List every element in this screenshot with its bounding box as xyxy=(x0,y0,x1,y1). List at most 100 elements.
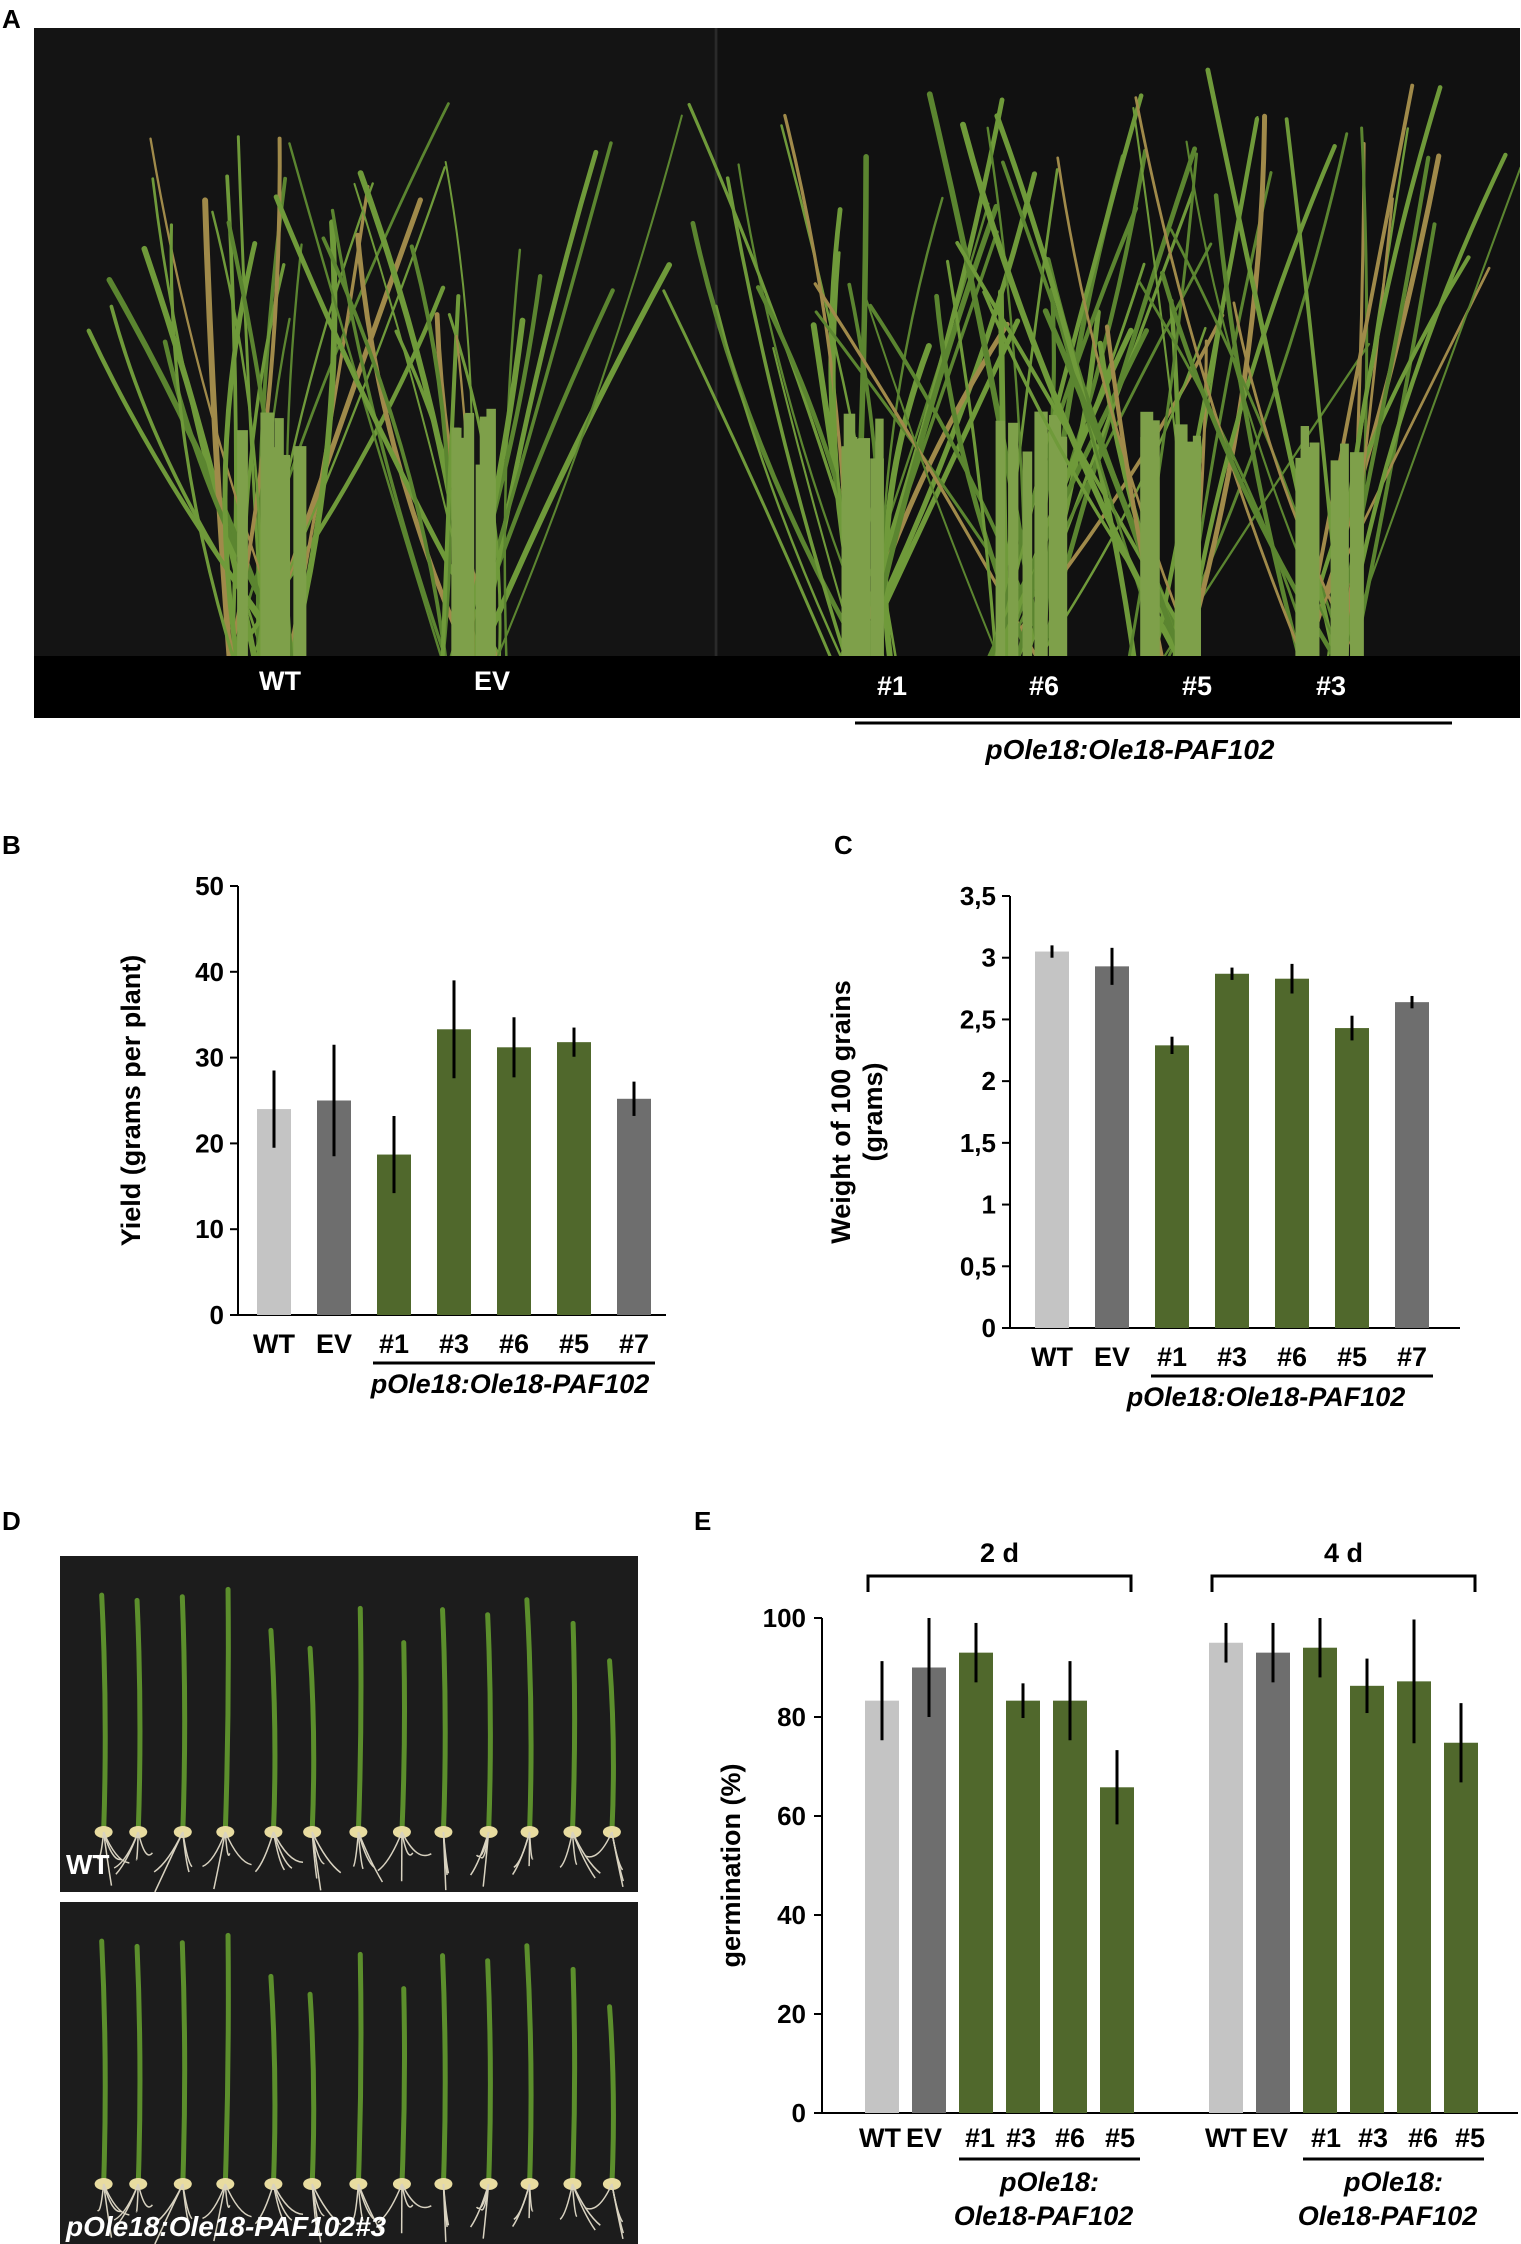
bar-2d-line1 xyxy=(959,1652,993,2113)
x-tick-label: #6 xyxy=(1055,2123,1085,2153)
photo-left-backdrop xyxy=(34,28,714,656)
y-tick-label: 0 xyxy=(792,2098,806,2128)
x-tick-label: EV xyxy=(1252,2123,1288,2153)
seedling-root xyxy=(584,1831,613,1858)
x-tick-label: EV xyxy=(1094,1342,1130,1372)
construct-label-line2: Ole18-PAF102 xyxy=(954,2201,1134,2231)
seedling-shoot xyxy=(524,1943,534,2187)
seedlings-transgenic xyxy=(94,1932,625,2244)
panel-letter-d: D xyxy=(2,1506,21,1536)
construct-label-line1: pOle18: xyxy=(1343,2167,1443,2197)
stem xyxy=(853,438,863,689)
seedling-root xyxy=(182,2183,193,2220)
leaf-blade xyxy=(1134,96,1304,658)
leaf-blade xyxy=(330,208,447,658)
seedling-shoot xyxy=(99,1938,108,2187)
seedling-root xyxy=(102,2183,113,2238)
x-tick-label: WT xyxy=(1205,2123,1247,2153)
seedling-shoot xyxy=(440,1953,448,2187)
seedling-root xyxy=(482,2183,490,2239)
seedling-shoot xyxy=(524,1597,534,1835)
leaf-blade xyxy=(1213,193,1302,659)
stem xyxy=(463,414,475,665)
seedling-root xyxy=(401,1831,432,1857)
bar-line5 xyxy=(1335,1028,1369,1328)
stem xyxy=(1022,451,1033,702)
panel-letter-a: A xyxy=(2,4,21,34)
x-tick-label: #3 xyxy=(1358,2123,1388,2153)
x-tick-label: EV xyxy=(316,1329,352,1359)
seedling-shoot xyxy=(134,1943,143,2187)
bar-4d-line3 xyxy=(1350,1685,1384,2113)
seedling-root xyxy=(401,1831,414,1856)
seedlings-wt xyxy=(94,1586,625,1892)
leaf-blade xyxy=(945,259,998,658)
seedling-root xyxy=(377,2183,403,2224)
panel-letter-b: B xyxy=(2,830,21,860)
seedling-root xyxy=(254,1831,275,1873)
seedling-root xyxy=(611,2183,624,2223)
leaf-blade xyxy=(715,304,842,658)
leaf-blade xyxy=(1056,156,1196,658)
plant-photo: WT EV #1 #6 #5 #3 xyxy=(34,28,1520,718)
plant-leaves xyxy=(86,67,1520,715)
bar-line7 xyxy=(617,1098,651,1315)
seedling-root xyxy=(442,2183,448,2228)
x-tick-label: #1 xyxy=(965,2123,995,2153)
stem xyxy=(1330,460,1342,711)
seedling-root xyxy=(482,1831,490,1887)
y-tick-label: 3 xyxy=(982,943,996,973)
seedling-root xyxy=(571,1831,596,1879)
stem xyxy=(274,418,284,669)
stem xyxy=(237,430,248,681)
y-tick-label: 0,5 xyxy=(960,1251,996,1281)
leaf-blade xyxy=(109,304,287,658)
bar-2d-EV xyxy=(912,1667,946,2113)
seedling-root xyxy=(154,2183,184,2244)
y-tick-label: 100 xyxy=(763,1603,806,1633)
seedling-root xyxy=(224,1831,252,1866)
stem xyxy=(870,458,884,709)
y-tick-label: 50 xyxy=(195,871,224,901)
x-tick-label: #6 xyxy=(1408,2123,1438,2153)
seedling-root xyxy=(311,2183,342,2226)
seedling-wt-background xyxy=(60,1556,638,1892)
label-line3: #3 xyxy=(1316,671,1346,701)
stem xyxy=(1151,420,1160,671)
group-bracket xyxy=(1210,1574,1477,1592)
y-axis-label: Yield (grams per plant) xyxy=(116,955,146,1247)
bar-WT xyxy=(1035,951,1069,1328)
seedling-root xyxy=(611,1831,624,1871)
seedling-root xyxy=(272,1831,304,1863)
seedling-root xyxy=(571,2183,596,2231)
group-name: 4 d xyxy=(1324,1540,1363,1568)
seedling-root xyxy=(469,1831,490,1876)
leaf-blade xyxy=(1137,280,1313,658)
panel-letter-c: C xyxy=(834,830,853,860)
label-ev: EV xyxy=(474,666,510,696)
seedling-tg-label: pOle18:Ole18-PAF102#3 xyxy=(65,2211,387,2242)
bar-2d-WT xyxy=(865,1700,899,2113)
stem xyxy=(486,408,496,659)
construct-label: pOle18:Ole18-PAF102 xyxy=(985,734,1275,765)
seedling-shoot xyxy=(307,1645,317,1835)
construct-label-line1: pOle18: xyxy=(999,2167,1099,2197)
leaf-blade xyxy=(994,113,1137,659)
y-axis-label: Weight of 100 grains xyxy=(826,980,856,1244)
seedling-shoot xyxy=(485,1958,493,2187)
y-axis-label: germination (%) xyxy=(716,1763,746,1967)
label-line5: #5 xyxy=(1182,671,1212,701)
y-tick-label: 60 xyxy=(777,1801,806,1831)
group-label: pOle18:Ole18-PAF102 xyxy=(370,1369,650,1399)
seedling-root xyxy=(224,1831,231,1856)
seedling-root xyxy=(352,2183,360,2219)
bar-2d-line3 xyxy=(1006,1700,1040,2113)
seedling-shoot xyxy=(222,1586,231,1835)
seedling-root xyxy=(377,1831,403,1872)
stem xyxy=(475,464,485,715)
stem xyxy=(1140,437,1154,688)
seedling-root xyxy=(102,1831,130,1864)
bar-line6 xyxy=(497,1047,531,1315)
x-tick-label: #6 xyxy=(499,1329,529,1359)
leaf-blade xyxy=(409,244,452,659)
